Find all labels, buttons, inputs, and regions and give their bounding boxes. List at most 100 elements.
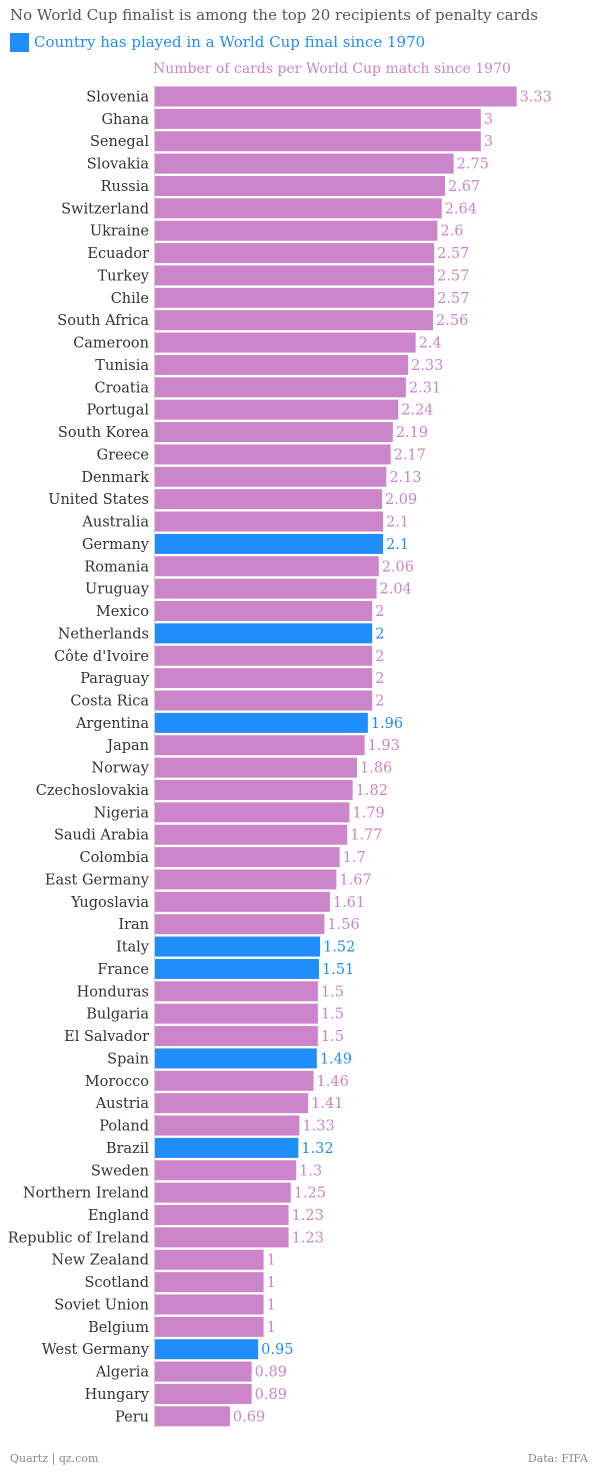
value-label: 2.04: [380, 582, 412, 598]
category-label: England: [88, 1208, 149, 1224]
category-label: Turkey: [97, 268, 149, 284]
category-label: Greece: [97, 447, 149, 463]
category-label: United States: [48, 492, 149, 508]
value-label: 0.69: [233, 1409, 265, 1425]
category-label: Germany: [82, 537, 150, 553]
bar: [155, 108, 481, 129]
value-label: 2.17: [394, 447, 426, 463]
bar: [155, 287, 435, 308]
bar: [155, 332, 416, 353]
value-label: 1.77: [350, 828, 382, 844]
bar: [155, 243, 435, 264]
bar: [155, 779, 353, 800]
category-label: Soviet Union: [54, 1297, 149, 1313]
bar: [155, 981, 318, 1002]
category-label: Hungary: [85, 1387, 150, 1403]
category-label: Switzerland: [61, 201, 149, 217]
bar: [155, 1294, 264, 1315]
bar: [155, 1070, 314, 1091]
bar: [155, 757, 357, 778]
category-label: Algeria: [95, 1365, 150, 1381]
category-label: Paraguay: [80, 671, 150, 687]
value-label: 2.13: [389, 470, 421, 486]
bar: [155, 802, 350, 823]
category-label: Sweden: [91, 1163, 149, 1179]
bar: [155, 668, 373, 689]
bar: [155, 377, 406, 398]
value-label: 2: [375, 604, 384, 620]
bar: [155, 735, 365, 756]
bar: [155, 444, 391, 465]
value-label: 2.4: [419, 336, 442, 352]
bar: [155, 914, 325, 935]
category-label: West Germany: [42, 1342, 150, 1358]
bar: [155, 86, 517, 107]
bar: [155, 1003, 318, 1024]
value-label: 1.52: [323, 940, 355, 956]
category-label: Czechoslovakia: [36, 783, 150, 799]
category-label: Romania: [84, 559, 149, 575]
bar: [155, 936, 321, 957]
value-label: 1.5: [321, 1029, 344, 1045]
value-label: 1: [267, 1320, 276, 1336]
bar: [155, 1182, 291, 1203]
bar: [155, 824, 348, 845]
bar: [155, 1137, 299, 1158]
category-label: El Salvador: [64, 1029, 149, 1045]
bar: [155, 1048, 317, 1069]
bar: [155, 399, 399, 420]
category-label: Scotland: [84, 1275, 149, 1291]
value-label: 2.33: [411, 358, 443, 374]
value-label: 1.51: [322, 962, 354, 978]
bar: [155, 533, 384, 554]
bar: [155, 869, 337, 890]
category-label: Iran: [118, 917, 149, 933]
category-label: Poland: [99, 1119, 149, 1135]
category-label: Norway: [91, 761, 149, 777]
value-label: 1.32: [301, 1141, 333, 1157]
bar: [155, 645, 373, 666]
legend-swatch: [10, 32, 29, 52]
value-label: 1.25: [294, 1186, 326, 1202]
value-label: 3: [484, 112, 493, 128]
bar: [155, 198, 442, 219]
category-label: Spain: [107, 1051, 149, 1067]
value-label: 1.79: [352, 805, 384, 821]
category-label: Côte d'Ivoire: [54, 649, 149, 665]
data-source: Data: FIFA: [527, 1452, 588, 1465]
value-label: 2: [375, 693, 384, 709]
category-label: Ecuador: [87, 246, 149, 262]
value-label: 1.67: [339, 872, 371, 888]
value-label: 1.49: [320, 1051, 352, 1067]
bar: [155, 601, 373, 622]
value-label: 3: [484, 134, 493, 150]
value-label: 3.33: [520, 90, 552, 106]
category-label: Yugoslavia: [70, 895, 149, 911]
category-label: Austria: [95, 1096, 150, 1112]
value-label: 1.23: [292, 1208, 324, 1224]
value-label: 1: [267, 1253, 276, 1269]
value-label: 1.46: [317, 1074, 349, 1090]
bar: [155, 1115, 300, 1136]
value-label: 2.6: [440, 224, 463, 240]
bar: [155, 690, 373, 711]
value-label: 2: [375, 649, 384, 665]
category-label: Slovakia: [87, 157, 150, 173]
category-label: Republic of Ireland: [8, 1230, 149, 1246]
value-label: 2.57: [437, 268, 469, 284]
value-label: 0.89: [255, 1365, 287, 1381]
bar: [155, 131, 481, 152]
value-label: 2.67: [448, 179, 480, 195]
value-label: 1.96: [371, 716, 403, 732]
value-label: 2.09: [385, 492, 417, 508]
category-label: Northern Ireland: [23, 1186, 149, 1202]
bar: [155, 712, 368, 733]
bar: [155, 958, 319, 979]
bar: [155, 578, 377, 599]
bar: [155, 1361, 252, 1382]
bar: [155, 847, 340, 868]
value-label: 2.31: [409, 380, 441, 396]
category-label: Chile: [111, 291, 149, 307]
category-label: Colombia: [79, 850, 149, 866]
